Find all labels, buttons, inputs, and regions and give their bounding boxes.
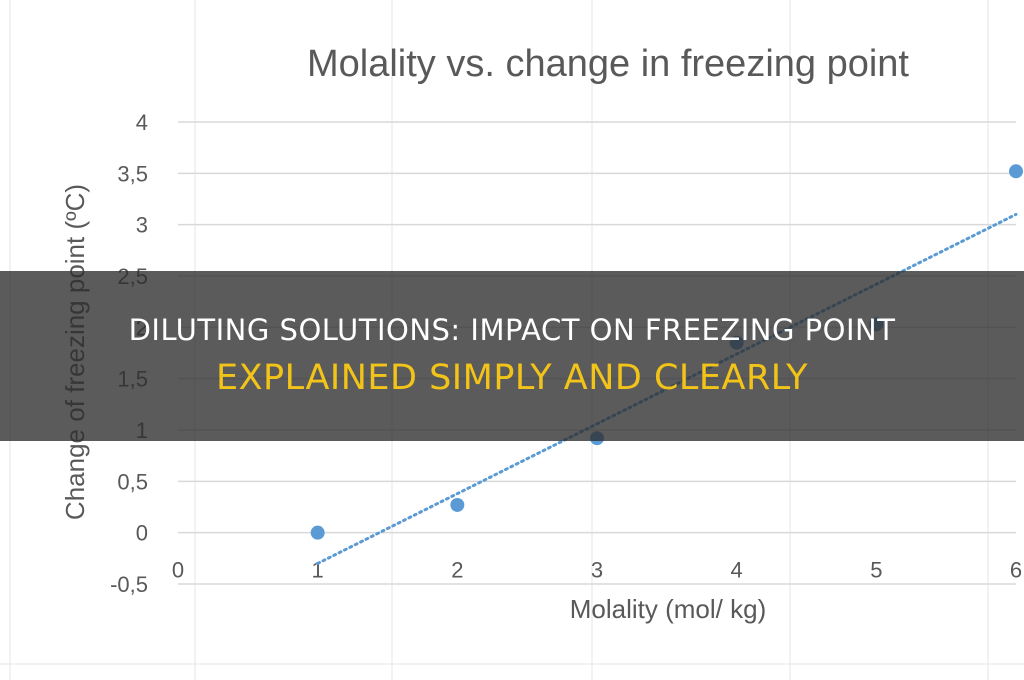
y-tick-label: 4 <box>136 110 148 135</box>
y-tick-label: -0,5 <box>110 572 148 597</box>
y-tick-label: 0 <box>136 521 148 546</box>
banner-subheadline: EXPLAINED SIMPLY AND CLEARLY <box>215 358 809 398</box>
x-tick-labels: 0 1 2 3 4 5 6 <box>172 558 1022 583</box>
y-tick-label: 3 <box>136 213 148 238</box>
x-tick-label: 0 <box>172 558 184 583</box>
data-point <box>450 497 465 512</box>
x-axis-label: Molality (mol/ kg) <box>570 594 766 624</box>
x-tick-label: 4 <box>731 558 743 583</box>
x-tick-label: 5 <box>870 558 882 583</box>
y-tick-label: 3,5 <box>117 161 148 186</box>
chart-title: Molality vs. change in freezing point <box>307 43 909 85</box>
y-tick-label: 0,5 <box>117 469 148 494</box>
x-tick-label: 1 <box>312 558 324 583</box>
data-point <box>310 525 325 540</box>
data-point <box>1009 164 1023 179</box>
banner-headline: DILUTING SOLUTIONS: IMPACT ON FREEZING P… <box>128 313 896 347</box>
x-tick-label: 3 <box>591 558 603 583</box>
title-banner: DILUTING SOLUTIONS: IMPACT ON FREEZING P… <box>0 271 1024 441</box>
x-tick-label: 2 <box>451 558 463 583</box>
x-tick-label: 6 <box>1010 558 1022 583</box>
